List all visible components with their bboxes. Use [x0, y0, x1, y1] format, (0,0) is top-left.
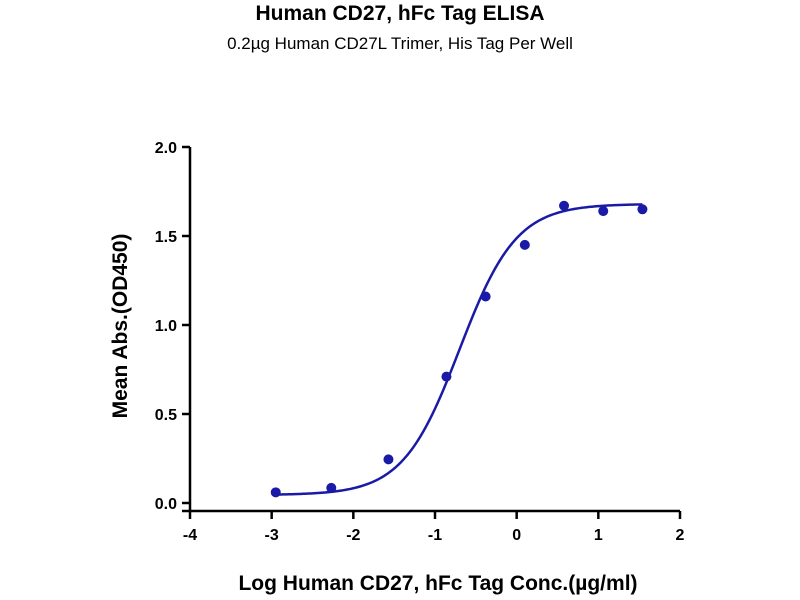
chart-title: Human CD27, hFc Tag ELISA — [255, 2, 545, 25]
data-point — [441, 371, 452, 382]
data-point — [326, 482, 337, 493]
data-point — [519, 239, 530, 250]
x-tick-label: 0 — [512, 527, 521, 544]
x-tick-label: 2 — [676, 527, 685, 544]
x-tick-label: -1 — [428, 527, 442, 544]
x-tick-label: 1 — [594, 527, 603, 544]
y-tick-label: 1.5 — [155, 229, 177, 246]
y-tick-label: 2.0 — [155, 140, 177, 157]
y-tick-label: 0.5 — [155, 407, 177, 424]
y-axis-label: Mean Abs.(OD450) — [109, 234, 132, 419]
fit-curve — [275, 203, 643, 496]
data-point — [480, 291, 491, 302]
data-point — [383, 454, 394, 465]
fit-curve-group — [275, 203, 643, 496]
data-point — [559, 200, 570, 211]
data-point — [270, 487, 281, 498]
x-axis-label: Log Human CD27, hFc Tag Conc.(µg/ml) — [238, 572, 637, 595]
data-point — [598, 206, 609, 217]
axes: 0.0 0.5 1.0 1.5 2.0 -4 -3 -2 -1 0 1 2 — [155, 140, 685, 544]
chart-subtitle: 0.2µg Human CD27L Trimer, His Tag Per We… — [227, 34, 573, 53]
x-tick-label: -3 — [265, 527, 279, 544]
data-points — [270, 200, 648, 498]
data-point — [637, 204, 648, 215]
x-tick-label: -4 — [183, 527, 197, 544]
x-tick-label: -2 — [346, 527, 360, 544]
y-tick-label: 0.0 — [155, 496, 177, 513]
y-tick-label: 1.0 — [155, 318, 177, 335]
